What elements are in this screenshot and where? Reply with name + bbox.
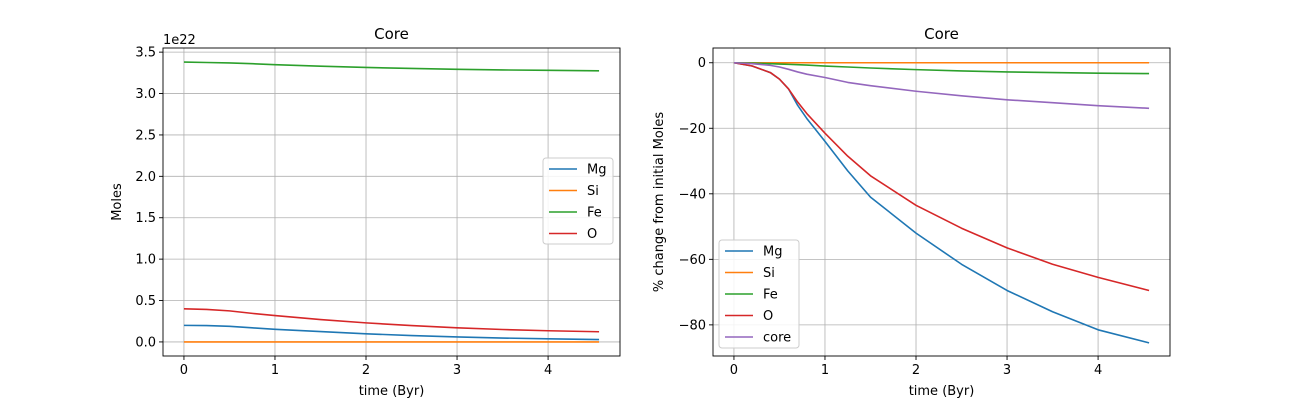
chart-left-moles: 0 1 2 3 4 0.0 0.5 1.0 1.5 2.0 2.5 3.0 3.5 1e22 Core tim… [110, 25, 621, 399]
series-line-mg [183, 324, 600, 341]
y-tick-label: 1.5 [135, 211, 156, 226]
legend-label-core: core [763, 331, 791, 346]
x-tick-label: 3 [453, 363, 461, 378]
y-tick-label: −60 [679, 253, 706, 268]
y-tick-label: −40 [679, 187, 706, 202]
series-line-fe [733, 61, 1150, 75]
x-axis-label: time (Byr) [359, 384, 425, 399]
y-offset-text: 1e22 [163, 33, 196, 48]
x-axis-label: time (Byr) [909, 384, 975, 399]
axes-frame [712, 47, 1171, 357]
y-tick-label: −20 [679, 122, 706, 137]
legend-label-fe: Fe [763, 288, 778, 303]
x-tick-label: 0 [730, 363, 738, 378]
series-line-core [733, 61, 1150, 110]
legend-label-fe: Fe [587, 206, 602, 221]
series-line-o [183, 308, 600, 333]
y-axis-label: % change from initial Moles [652, 112, 667, 293]
legend-label-mg: Mg [587, 163, 606, 178]
x-tick-label: 4 [1094, 363, 1102, 378]
legend-frame [718, 239, 800, 349]
y-tick-label: 0.5 [135, 294, 156, 309]
y-tick-label: 2.5 [135, 128, 156, 143]
y-tick-label: 0.0 [135, 335, 156, 350]
legend: Mg Si Fe O [542, 157, 614, 245]
series-line-o [733, 61, 1150, 292]
x-tick-label: 1 [271, 363, 279, 378]
y-tick-label: 3.5 [135, 46, 156, 61]
chart-title: Core [924, 25, 959, 43]
y-tick-label: −80 [679, 318, 706, 333]
x-tick-label: 2 [362, 363, 370, 378]
legend-label-o: O [763, 309, 773, 324]
y-tick-label: 2.0 [135, 170, 156, 185]
legend-label-o: O [587, 227, 597, 242]
chart-title: Core [374, 25, 409, 43]
y-tick-label: 1.0 [135, 253, 156, 268]
y-tick-label: 0 [698, 56, 706, 71]
x-tick-label: 0 [180, 363, 188, 378]
y-axis-label: Moles [110, 183, 125, 221]
chart-right-percent-change: 0 1 2 3 4 0 −20 −40 −60 −80 Core time (Byr) % change… [652, 25, 1171, 399]
legend-frame [542, 157, 614, 245]
axes-frame [162, 47, 621, 357]
x-tick-label: 3 [1003, 363, 1011, 378]
legend-label-si: Si [587, 184, 599, 199]
x-tick-label: 4 [544, 363, 552, 378]
y-tick-label: 3.0 [135, 87, 156, 102]
x-tick-label: 2 [912, 363, 920, 378]
legend-label-si: Si [763, 266, 775, 281]
series-line-fe [183, 61, 600, 72]
legend-label-mg: Mg [763, 245, 782, 260]
x-tick-label: 1 [821, 363, 829, 378]
